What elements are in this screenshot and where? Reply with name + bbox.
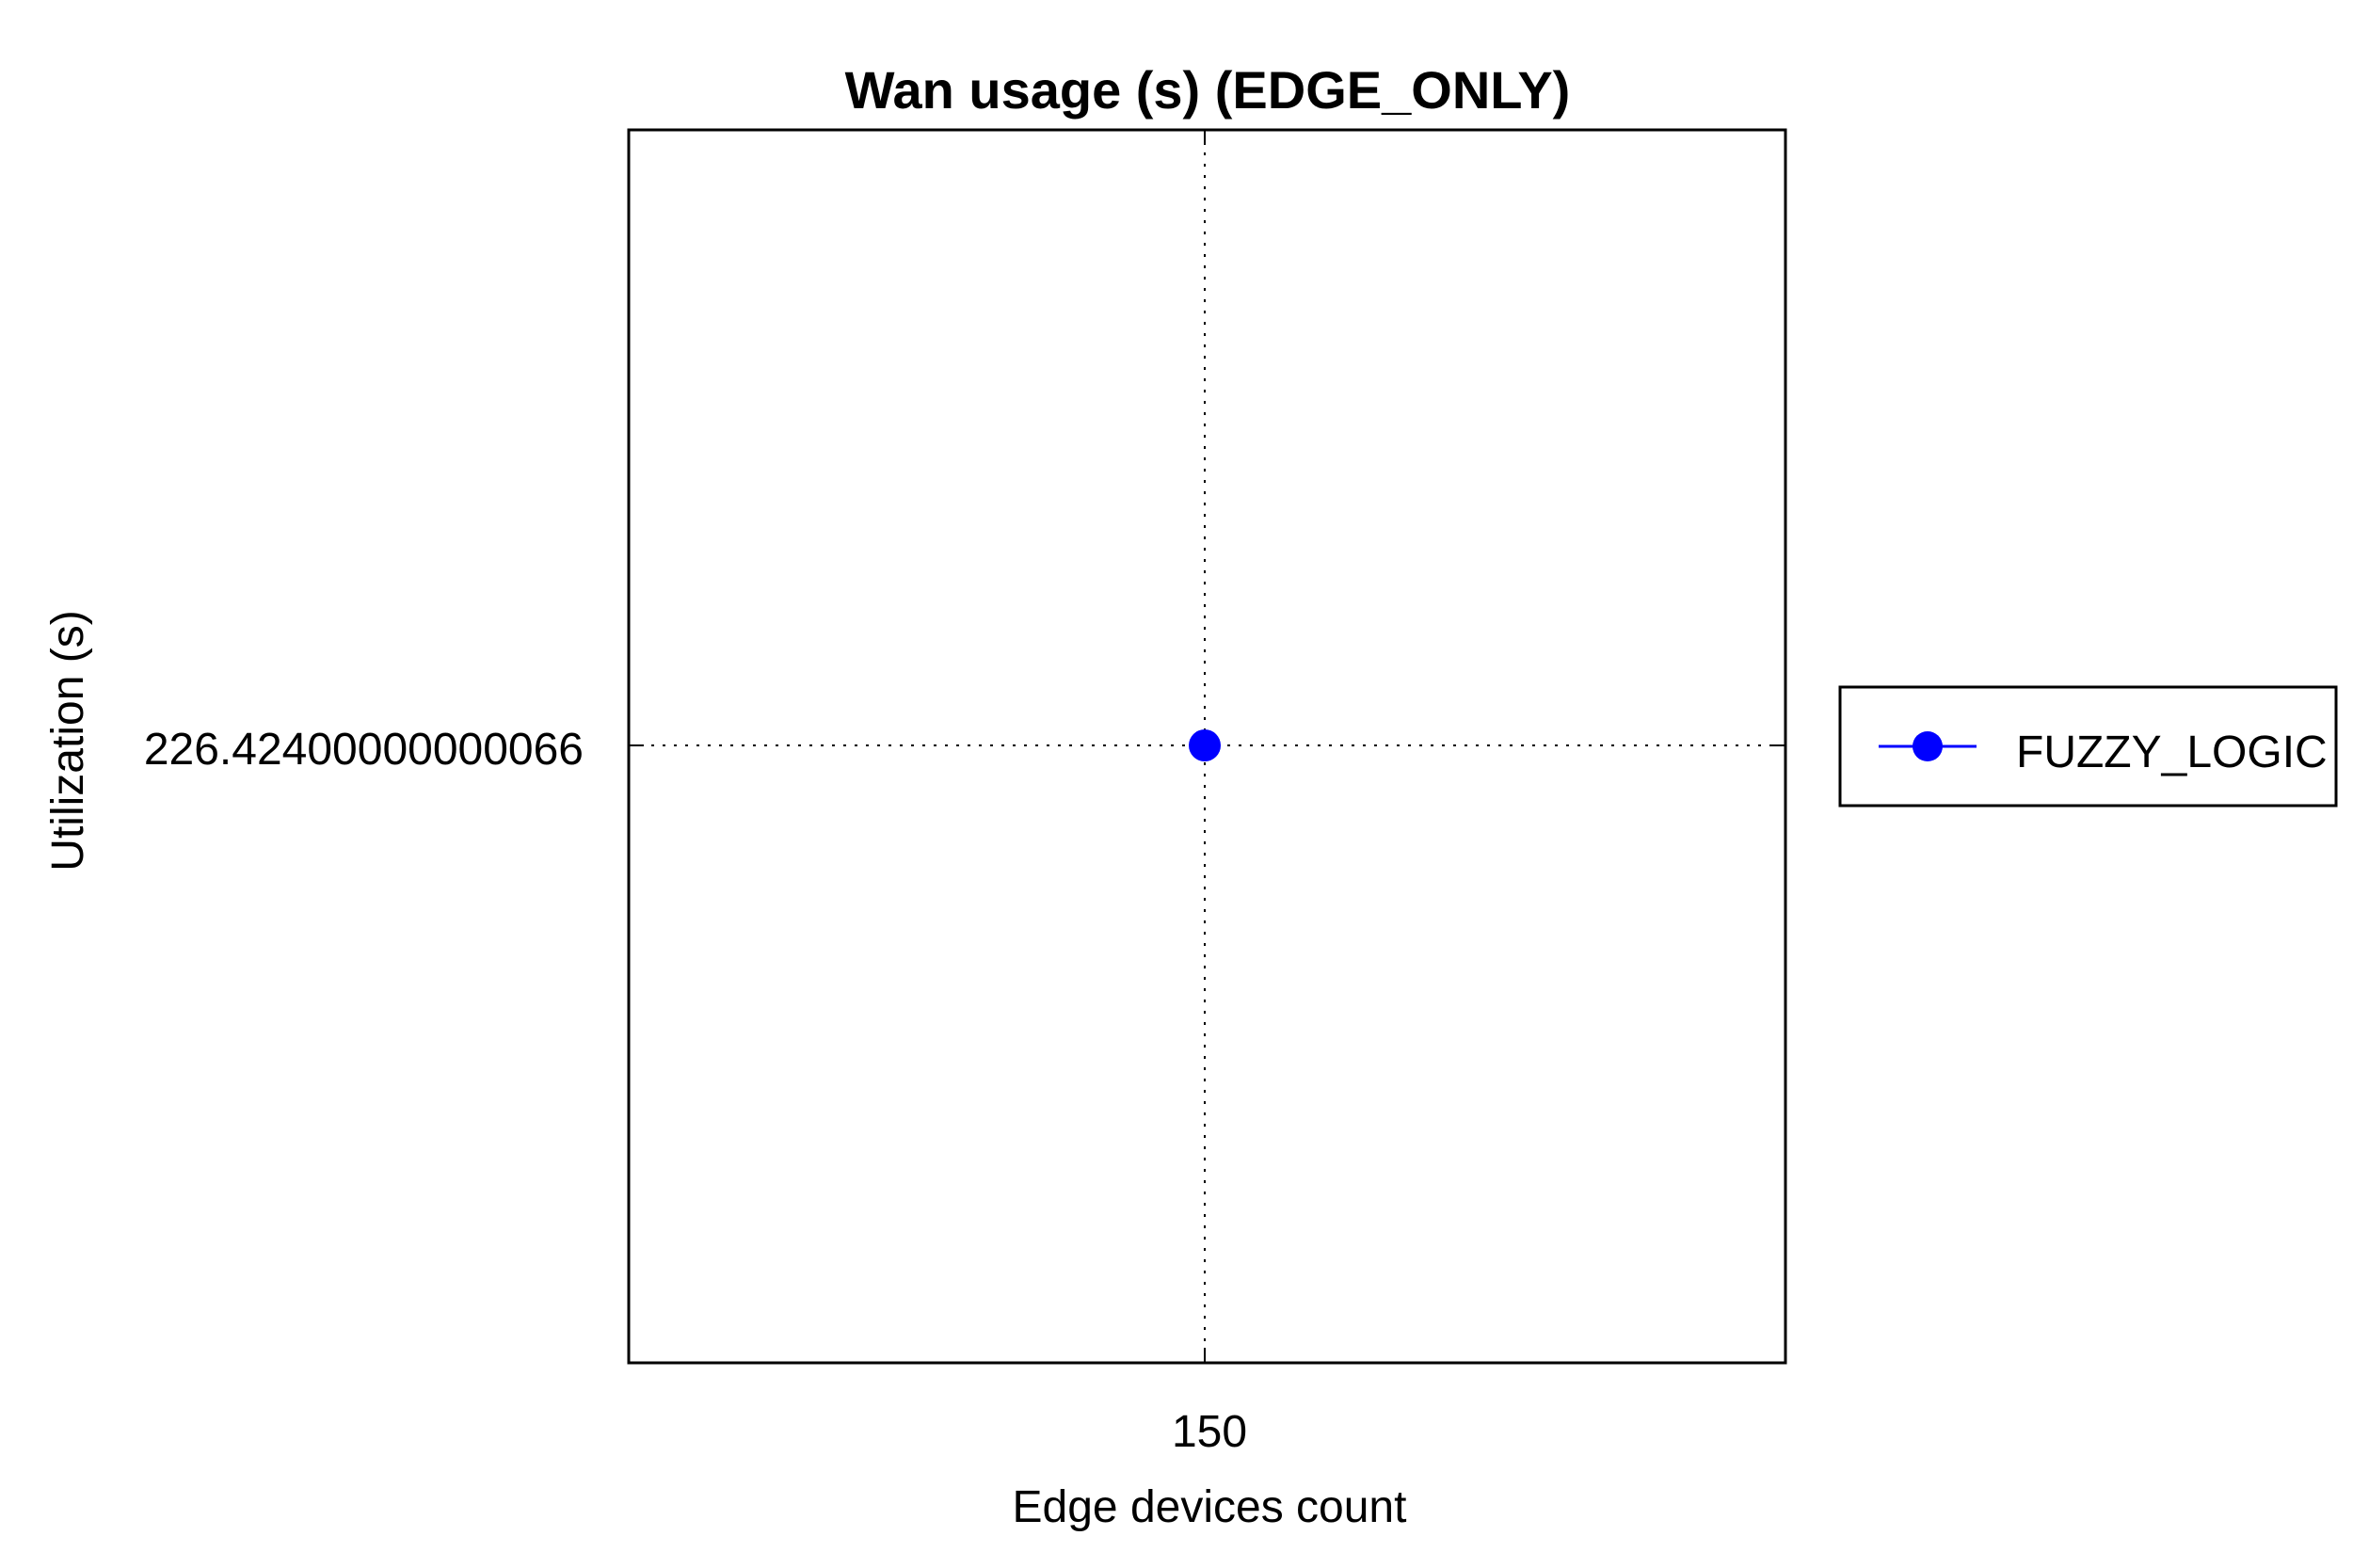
- plot-area: [627, 128, 1787, 1365]
- data-point: [1189, 729, 1221, 761]
- y-tick-label: 226.42400000000066: [144, 725, 584, 775]
- legend-label: FUZZY_LOGIC: [2016, 728, 2328, 777]
- y-axis-label: Utilization (s): [43, 610, 93, 871]
- x-axis-label: Edge devices count: [1013, 1482, 1407, 1532]
- legend-marker-swatch: [1913, 731, 1943, 761]
- series-layer: [1189, 729, 1221, 761]
- x-tick-label: 150: [1172, 1407, 1247, 1457]
- legend[interactable]: FUZZY_LOGIC: [1838, 685, 2338, 808]
- plot-frame: [627, 128, 1787, 1365]
- chart-title: Wan usage (s) (EDGE_ONLY): [845, 60, 1571, 120]
